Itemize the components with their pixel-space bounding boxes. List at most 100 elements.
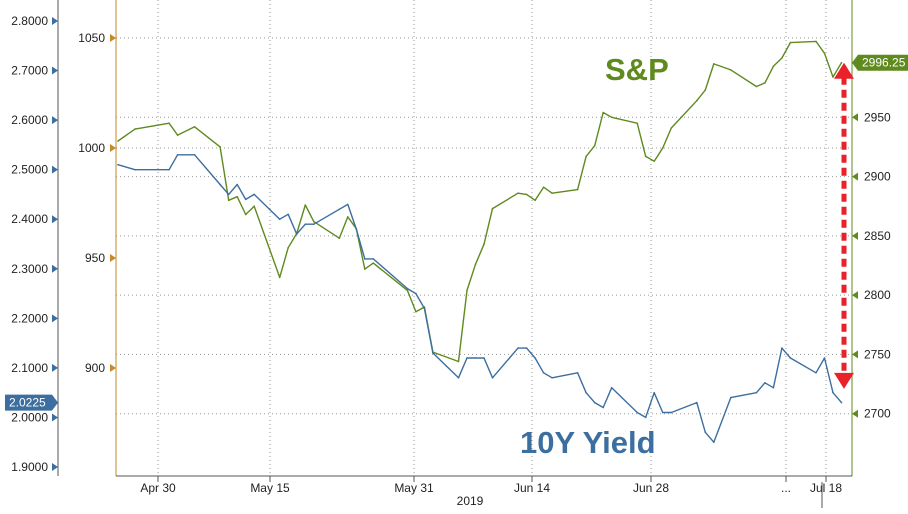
right-tick-label: 2800 — [864, 288, 891, 302]
outer-left-tick-mark — [52, 165, 58, 174]
sp-point — [610, 116, 613, 119]
yield-point — [772, 386, 775, 389]
yield-point — [287, 213, 290, 216]
sp-point — [474, 263, 477, 266]
yield-point — [542, 372, 545, 374]
sp-point — [219, 146, 221, 148]
outer-left-tick-label: 2.1000 — [11, 361, 48, 375]
yield-point — [840, 401, 843, 404]
yield-point — [474, 357, 477, 359]
series-layer — [117, 40, 843, 444]
sp-point — [696, 99, 698, 102]
yield-point — [253, 193, 255, 196]
right-tick-label: 2700 — [864, 407, 891, 421]
x-tick-label: ... — [781, 481, 791, 495]
sp-point — [483, 243, 485, 245]
series-line-10y-yield — [117, 154, 843, 443]
sp-point — [176, 134, 179, 136]
sp-point — [755, 85, 758, 88]
yield-point — [593, 401, 596, 404]
inner-left-tick-mark — [110, 34, 116, 42]
inner-left-tick-mark — [110, 364, 116, 372]
yield-point — [355, 228, 358, 230]
sp-point — [313, 220, 315, 223]
yield-point — [781, 347, 783, 349]
right-axis-ticks: 2950 2900 2850 2800 2750 2700 — [852, 110, 891, 421]
right-tick-mark — [852, 409, 858, 418]
sp-point — [168, 122, 170, 124]
yield-point — [338, 208, 341, 211]
yield-point — [491, 377, 494, 379]
sp-point — [466, 289, 468, 292]
sp-point — [244, 213, 247, 216]
yield-point — [815, 372, 817, 374]
sp-point — [653, 160, 655, 162]
grid — [116, 0, 852, 476]
yield-last-value-box — [5, 394, 58, 411]
outer-left-tick-mark — [52, 116, 58, 125]
x-tick-label: May 15 — [250, 481, 290, 495]
outer-left-tick-label: 2.0000 — [11, 410, 48, 424]
sp-point — [840, 61, 843, 64]
x-tick-label: Jun 28 — [633, 481, 669, 495]
yield-point — [432, 352, 434, 354]
sp-point — [227, 199, 230, 202]
sp-point — [832, 76, 834, 78]
outer-left-tick-label: 1.9000 — [11, 460, 48, 474]
last-value-boxes: 2996.25 2.0225 — [5, 54, 908, 411]
yield-point — [304, 223, 307, 225]
yield-point — [832, 391, 834, 394]
yield-point — [661, 411, 664, 414]
x-axis-year-label: 2019 — [457, 494, 484, 508]
sp-point — [347, 216, 349, 218]
outer-left-tick-label: 2.5000 — [11, 163, 48, 177]
sp-point — [406, 289, 409, 292]
yield-point — [730, 396, 732, 399]
yield-point — [483, 357, 485, 359]
yield-point — [636, 411, 638, 414]
sp-point — [415, 310, 417, 313]
outer-left-tick-mark — [52, 17, 58, 25]
x-tick-label: May 31 — [394, 481, 434, 495]
sp-point — [338, 237, 341, 239]
outer-left-tick-label: 2.4000 — [11, 212, 48, 226]
yield-point — [457, 377, 460, 379]
yield-point — [551, 377, 553, 379]
yield-point — [236, 183, 238, 186]
yield-point — [117, 163, 119, 166]
yield-point — [602, 406, 604, 409]
outer-left-tick-label: 2.8000 — [11, 14, 48, 28]
right-tick-mark — [852, 350, 858, 359]
outer-left-tick-label: 2.6000 — [11, 113, 48, 127]
yield-point — [466, 357, 468, 359]
outer-left-tick-label: 2.3000 — [11, 262, 48, 276]
outer-left-tick-mark — [52, 314, 58, 323]
sp-point — [193, 126, 196, 128]
sp-point — [713, 63, 715, 65]
inner-left-tick-mark — [110, 254, 116, 262]
yield-point — [244, 198, 247, 201]
yield-point — [364, 258, 366, 260]
arrow-head-up — [834, 62, 854, 79]
yield-point — [704, 431, 707, 434]
outer-left-tick-mark — [52, 363, 58, 372]
sp-point — [636, 122, 638, 124]
yield-point — [406, 287, 409, 290]
yield-point — [134, 168, 136, 171]
yield-point — [295, 233, 298, 235]
sp-point — [278, 276, 281, 279]
yield-point — [347, 203, 349, 206]
x-tick-label: Jun 14 — [514, 481, 550, 495]
inner-left-tick-label: 950 — [85, 251, 105, 265]
yield-point — [372, 258, 375, 260]
yield-point — [517, 347, 519, 349]
sp-point — [764, 82, 766, 84]
arrow-head-down — [834, 372, 854, 389]
yield-point — [644, 416, 647, 419]
inner-left-tick-label: 1050 — [78, 31, 105, 45]
sp-point — [287, 246, 290, 249]
yield-point — [610, 386, 613, 389]
right-tick-label: 2850 — [864, 229, 891, 243]
x-tick-label: Jul 18 — [810, 481, 842, 495]
right-tick-label: 2900 — [864, 170, 891, 184]
